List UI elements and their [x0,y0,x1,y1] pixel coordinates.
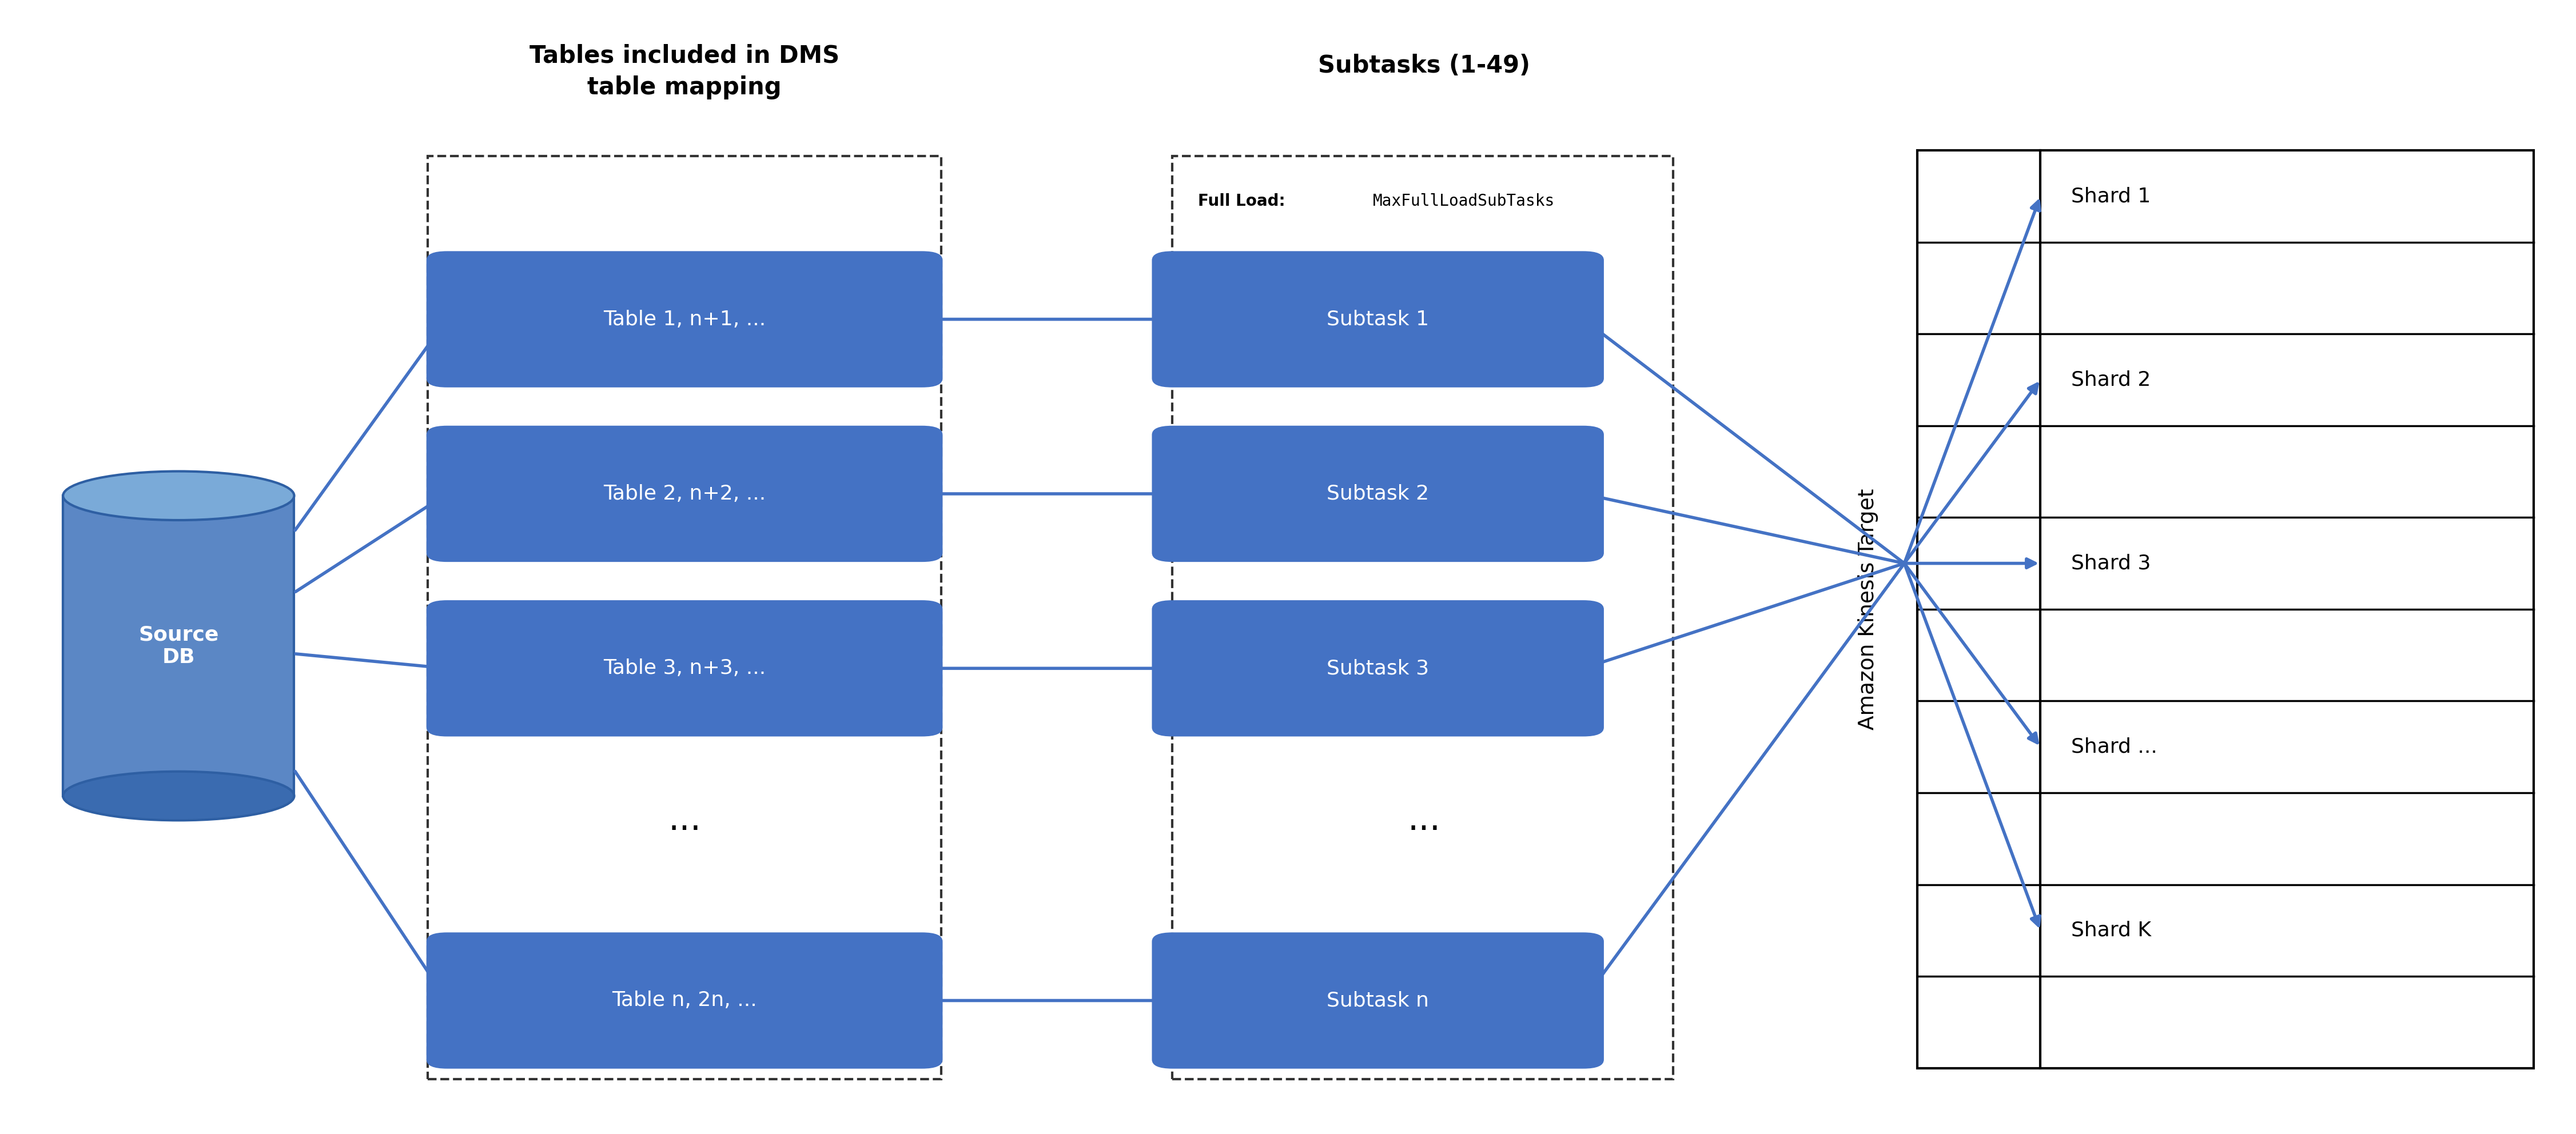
Text: Subtask 1: Subtask 1 [1327,310,1430,329]
Text: Tables included in DMS
table mapping: Tables included in DMS table mapping [531,44,840,100]
Text: MaxFullLoadSubTasks: MaxFullLoadSubTasks [1373,193,1556,209]
Text: Shard K: Shard K [2071,921,2151,940]
FancyBboxPatch shape [1151,600,1605,736]
Text: Subtasks (1-49): Subtasks (1-49) [1319,54,1530,78]
Text: Table 3, n+3, ...: Table 3, n+3, ... [603,659,765,678]
Text: Table 1, n+1, ...: Table 1, n+1, ... [603,310,765,329]
FancyBboxPatch shape [1151,251,1605,388]
Text: ...: ... [667,804,701,837]
FancyBboxPatch shape [428,600,943,736]
Text: Full Load:: Full Load: [1198,193,1291,209]
Text: Subtask 3: Subtask 3 [1327,659,1430,678]
Ellipse shape [62,771,294,820]
FancyBboxPatch shape [1151,425,1605,562]
Text: Subtask 2: Subtask 2 [1327,484,1430,503]
FancyBboxPatch shape [1151,932,1605,1068]
Text: Source
DB: Source DB [139,625,219,667]
Ellipse shape [62,472,294,521]
Text: Shard 1: Shard 1 [2071,186,2151,206]
FancyBboxPatch shape [428,425,943,562]
Polygon shape [62,496,294,796]
Text: ...: ... [1406,804,1440,837]
Text: Shard 3: Shard 3 [2071,553,2151,573]
Text: Subtask n: Subtask n [1327,991,1430,1010]
Text: Table n, 2n, ...: Table n, 2n, ... [613,991,757,1010]
FancyBboxPatch shape [428,251,943,388]
Text: Shard ...: Shard ... [2071,737,2159,756]
Text: Table 2, n+2, ...: Table 2, n+2, ... [603,484,765,503]
FancyBboxPatch shape [428,932,943,1068]
Text: Amazon Kinesis Target: Amazon Kinesis Target [1857,489,1878,730]
Text: Shard 2: Shard 2 [2071,370,2151,389]
